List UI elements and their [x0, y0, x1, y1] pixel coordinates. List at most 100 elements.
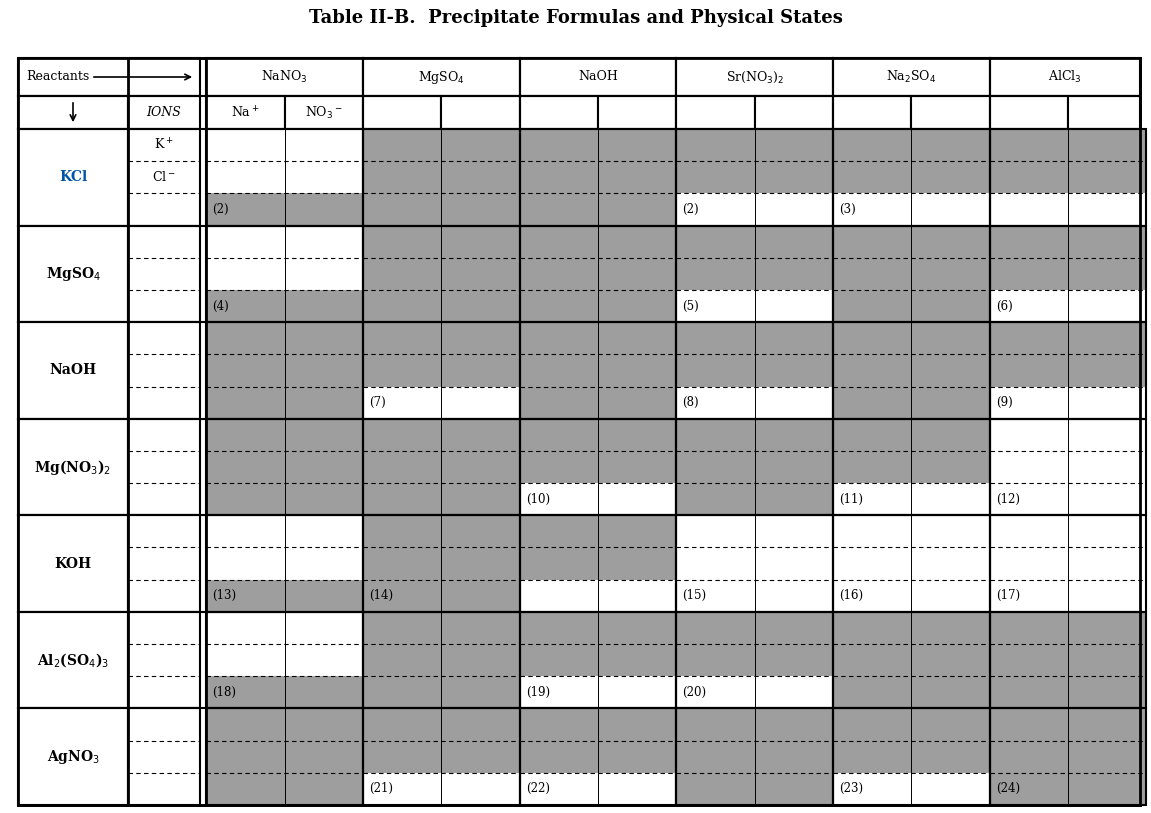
Bar: [677, 225, 755, 258]
Bar: [677, 483, 755, 515]
Bar: [284, 547, 363, 580]
Bar: [990, 129, 1146, 225]
Bar: [755, 96, 833, 129]
Bar: [284, 708, 363, 741]
Bar: [18, 515, 128, 612]
Bar: [519, 773, 599, 805]
Bar: [1068, 161, 1146, 193]
Bar: [441, 354, 519, 386]
Bar: [18, 322, 128, 419]
Text: Cl$^-$: Cl$^-$: [152, 170, 176, 185]
Bar: [833, 773, 912, 805]
Bar: [833, 708, 990, 805]
Bar: [677, 644, 755, 676]
Text: (5): (5): [683, 299, 699, 312]
Bar: [912, 547, 990, 580]
Text: (9): (9): [996, 396, 1013, 409]
Bar: [833, 58, 990, 96]
Bar: [833, 386, 912, 419]
Bar: [1068, 741, 1146, 773]
Bar: [1068, 451, 1146, 483]
Bar: [677, 741, 755, 773]
Bar: [128, 225, 200, 322]
Text: (2): (2): [212, 203, 229, 216]
Bar: [363, 58, 519, 96]
Bar: [284, 644, 363, 676]
Bar: [833, 193, 912, 225]
Bar: [363, 451, 441, 483]
Bar: [755, 225, 833, 258]
Bar: [755, 580, 833, 612]
Bar: [441, 580, 519, 612]
Text: (19): (19): [526, 686, 550, 699]
Bar: [833, 580, 912, 612]
Bar: [206, 193, 284, 225]
Bar: [990, 644, 1068, 676]
Bar: [519, 483, 599, 515]
Bar: [441, 773, 519, 805]
Bar: [206, 451, 284, 483]
Bar: [833, 258, 912, 290]
Text: KOH: KOH: [54, 557, 92, 571]
Bar: [990, 676, 1068, 708]
Bar: [441, 708, 519, 741]
Bar: [519, 354, 599, 386]
Bar: [912, 161, 990, 193]
Bar: [677, 129, 833, 225]
Text: IONS: IONS: [146, 106, 182, 119]
Bar: [833, 322, 990, 419]
Bar: [363, 741, 441, 773]
Bar: [912, 612, 990, 644]
Bar: [206, 386, 284, 419]
Bar: [912, 451, 990, 483]
Bar: [677, 129, 755, 161]
Text: (14): (14): [369, 589, 394, 602]
Bar: [1068, 708, 1146, 741]
Bar: [363, 547, 441, 580]
Bar: [519, 708, 677, 805]
Bar: [599, 741, 677, 773]
Bar: [755, 193, 833, 225]
Text: (13): (13): [212, 589, 236, 602]
Bar: [128, 129, 200, 225]
Bar: [833, 483, 912, 515]
Bar: [441, 612, 519, 644]
Bar: [833, 547, 912, 580]
Bar: [519, 225, 599, 258]
Bar: [206, 419, 284, 451]
Text: KCl: KCl: [59, 170, 87, 185]
Bar: [284, 129, 363, 161]
Text: (10): (10): [526, 493, 550, 506]
Bar: [755, 451, 833, 483]
Bar: [206, 322, 363, 419]
Bar: [363, 612, 441, 644]
Bar: [755, 483, 833, 515]
Text: NO$_3$$^-$: NO$_3$$^-$: [305, 104, 343, 120]
Bar: [833, 96, 912, 129]
Text: (22): (22): [526, 782, 550, 795]
Bar: [206, 612, 284, 644]
Bar: [519, 612, 599, 644]
Bar: [990, 290, 1068, 322]
Bar: [128, 322, 200, 419]
Bar: [599, 708, 677, 741]
Bar: [18, 419, 128, 515]
Bar: [441, 161, 519, 193]
Bar: [284, 676, 363, 708]
Bar: [677, 773, 755, 805]
Bar: [833, 225, 990, 322]
Bar: [990, 612, 1068, 644]
Bar: [206, 258, 284, 290]
Bar: [755, 741, 833, 773]
Bar: [912, 773, 990, 805]
Bar: [990, 547, 1068, 580]
Bar: [833, 161, 912, 193]
Text: (11): (11): [839, 493, 863, 506]
Text: (24): (24): [996, 782, 1020, 795]
Bar: [912, 741, 990, 773]
Bar: [363, 483, 441, 515]
Bar: [677, 290, 755, 322]
Text: K$^+$: K$^+$: [154, 137, 174, 153]
Bar: [677, 258, 755, 290]
Bar: [1068, 419, 1146, 451]
